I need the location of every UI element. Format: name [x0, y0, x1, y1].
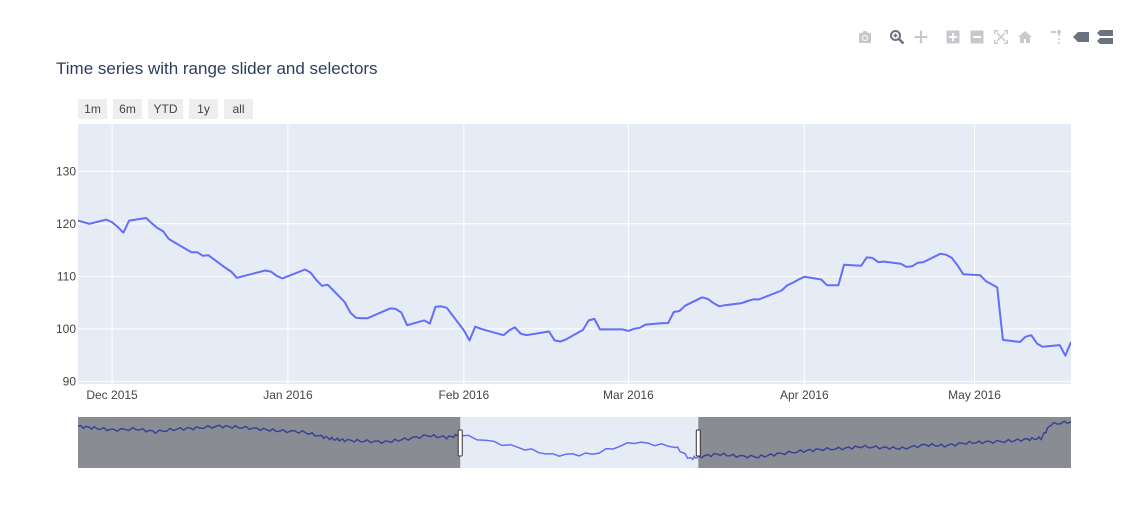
- zoom-out-icon[interactable]: [965, 27, 989, 47]
- modebar: [853, 27, 1124, 47]
- range-button-ytd[interactable]: YTD: [148, 99, 183, 119]
- hover-compare-icon[interactable]: [1093, 27, 1117, 47]
- pan-icon[interactable]: [909, 27, 933, 47]
- slider-background: [78, 417, 1071, 468]
- home-icon[interactable]: [1013, 27, 1037, 47]
- y-tick-label: 110: [57, 269, 76, 283]
- zoom-in-icon[interactable]: [941, 27, 965, 47]
- slider-mask-right[interactable]: [698, 417, 1071, 468]
- hover-closest-icon[interactable]: [1069, 27, 1093, 47]
- slider-series-line: [77, 420, 1072, 461]
- y-tick-label: 90: [63, 374, 77, 388]
- x-tick-label: Apr 2016: [780, 388, 829, 402]
- y-tick-label: 130: [56, 164, 76, 178]
- range-selector: 1m 6m YTD 1y all: [78, 99, 253, 119]
- range-button-bg: [148, 99, 183, 119]
- autoscale-icon[interactable]: [989, 27, 1013, 47]
- y-gridlines: [78, 170, 1071, 382]
- range-button-bg: [189, 99, 218, 119]
- x-tick-label: Feb 2016: [438, 388, 489, 402]
- range-button-label: all: [232, 102, 244, 116]
- range-button-bg: [78, 99, 107, 119]
- x-tick-label: Mar 2016: [603, 388, 654, 402]
- range-button-6m[interactable]: 6m: [113, 99, 142, 119]
- range-button-bg: [224, 99, 253, 119]
- y-tick-label: 100: [56, 322, 76, 336]
- plot-area: [78, 124, 1071, 384]
- slider-mask-left[interactable]: [78, 417, 461, 468]
- range-slider[interactable]: [77, 417, 1072, 468]
- spike-lines-icon[interactable]: [1045, 27, 1069, 47]
- range-button-label: YTD: [154, 102, 178, 116]
- x-tick-label: Dec 2015: [86, 388, 138, 402]
- range-button-label: 1y: [197, 102, 210, 116]
- series-main[interactable]: [78, 217, 1071, 357]
- x-tick-label: May 2016: [948, 388, 1001, 402]
- y-tick-label: 120: [56, 217, 76, 231]
- range-button-label: 1m: [84, 102, 101, 116]
- range-button-1y[interactable]: 1y: [189, 99, 218, 119]
- slider-handle-left[interactable]: [457, 429, 463, 457]
- slider-handle-right[interactable]: [695, 429, 701, 457]
- zoom-icon[interactable]: [885, 27, 909, 47]
- y-axis: 90 100 110 120 130: [56, 164, 76, 388]
- range-button-label: 6m: [119, 102, 136, 116]
- range-button-bg: [113, 99, 142, 119]
- x-axis: Dec 2015 Jan 2016 Feb 2016 Mar 2016 Apr 2016…: [86, 388, 1001, 402]
- x-gridlines: [111, 124, 976, 384]
- series-line[interactable]: [78, 217, 1071, 357]
- x-tick-label: Jan 2016: [263, 388, 313, 402]
- range-button-1m[interactable]: 1m: [78, 99, 107, 119]
- chart-title: Time series with range slider and select…: [56, 59, 378, 78]
- range-button-all[interactable]: all: [224, 99, 253, 119]
- camera-icon[interactable]: [853, 27, 877, 47]
